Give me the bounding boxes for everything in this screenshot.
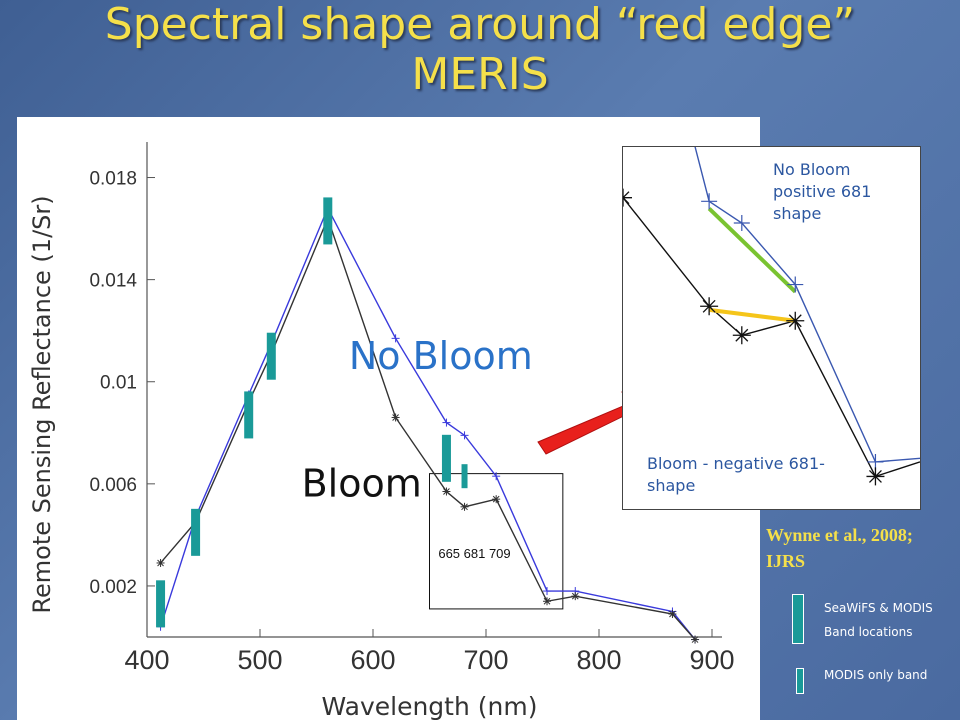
y-tick-label: 0.018 [89,169,137,190]
inset-star-marker [614,188,632,207]
spectral-chart: 0.002 0.006 0.01 0.014 0.018 400 500 600 700 800 9… [28,142,735,720]
seawifs-band-marker [191,508,201,556]
y-tick-label: 0.006 [89,475,137,496]
data-point [460,502,469,511]
inset-yellow-segment [708,307,796,323]
inset-no-bloom-line [675,74,921,463]
modis-band-marker [461,464,468,489]
inset-plus-marker [867,453,884,470]
data-point [691,635,700,644]
inset-star-marker [786,311,805,330]
data-point [492,495,501,504]
inset-plus-marker [787,276,804,293]
data-point [668,610,677,619]
seawifs-band-marker [244,391,254,439]
legend-modis-label: MODIS only band [824,668,928,682]
data-point [571,592,580,601]
legend-seawifs-label-1: SeaWiFS & MODIS [824,601,933,615]
legend-modis-bar [796,668,804,694]
inset-star-marker [866,467,885,486]
citation: Wynne et al., 2008; IJRS [766,525,913,571]
legend-seawifs-label-2: Band locations [824,625,913,639]
data-point [442,487,451,496]
bloom-label: Bloom [302,462,422,506]
x-tick-label: 400 [124,645,169,675]
x-tick-label: 500 [237,645,282,675]
inset-zoom-panel: No Bloom positive 681 shape Bloom - nega… [614,74,921,510]
inset-star-marker [732,326,751,345]
seawifs-band-marker [441,434,451,482]
seawifs-band-marker [266,332,276,380]
x-tick-label: 700 [463,645,508,675]
y-tick-label: 0.01 [100,373,137,394]
x-tick-label: 600 [350,645,395,675]
slide-title: Spectral shape around “red edge” MERIS [0,0,960,100]
inset-plus-marker [701,193,718,210]
x-tick-label: 900 [689,645,734,675]
x-axis-label: Wavelength (nm) [322,692,538,720]
data-point [460,431,469,440]
inset-bloom-label: Bloom - negative 681-shape [647,454,825,495]
data-point [543,597,552,606]
inset-plus-marker [733,215,750,232]
title-line-1: Spectral shape around “red edge” [104,0,856,50]
seawifs-band-marker [156,580,166,628]
inset-bloom-line [622,197,921,478]
data-point [391,413,400,422]
inset-chart [614,74,921,486]
data-point [391,334,400,343]
data-point [543,587,552,596]
legend-seawifs-bar [792,594,804,644]
y-axis-label: Remote Sensing Reflectance (1/Sr) [28,195,56,613]
data-point [442,418,451,427]
no-bloom-label: No Bloom [349,334,533,378]
band-wavelength-labels: 665 681 709 [438,546,510,561]
y-tick-label: 0.014 [89,271,137,292]
x-tick-label: 800 [576,645,621,675]
seawifs-band-marker [323,197,333,245]
data-point [156,558,165,567]
inset-green-segment [707,207,797,294]
inset-star-marker [700,297,719,316]
inset-no-bloom-label: No Bloom positive 681 shape [773,160,872,223]
y-tick-label: 0.002 [89,577,137,598]
title-line-2: MERIS [411,49,549,100]
data-point [492,472,501,481]
